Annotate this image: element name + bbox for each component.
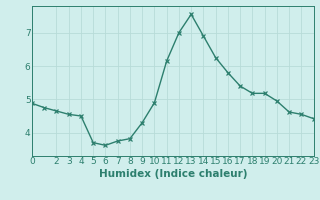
X-axis label: Humidex (Indice chaleur): Humidex (Indice chaleur)	[99, 169, 247, 179]
